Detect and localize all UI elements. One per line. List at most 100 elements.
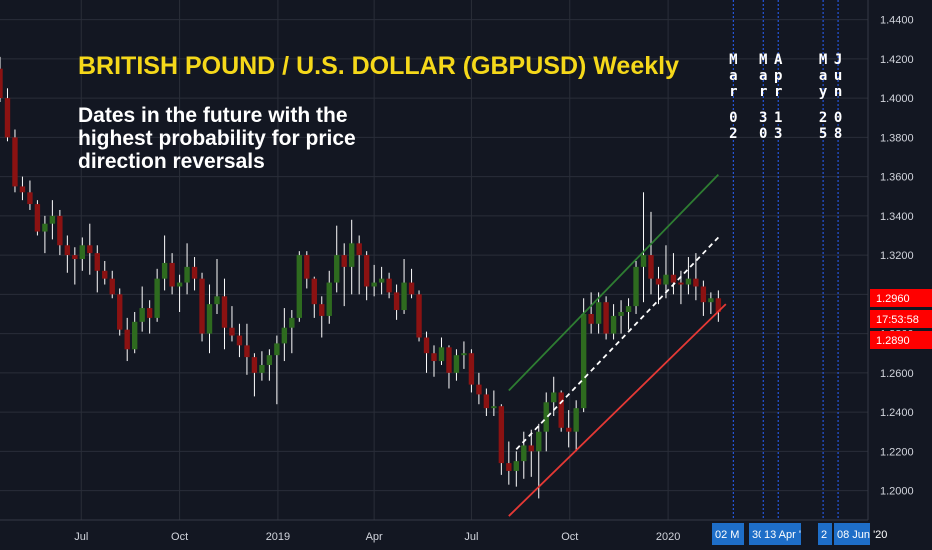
candle-body (87, 245, 93, 254)
reversal-date-label: Mar 30 (759, 52, 768, 142)
candle-bear (87, 223, 93, 275)
candle-body (438, 347, 445, 362)
candle-body (154, 278, 160, 318)
candle-body (34, 204, 41, 232)
chart-title: BRITISH POUND / U.S. DOLLAR (GBPUSD) Wee… (78, 52, 679, 80)
reversal-date-label: Mar 02 (729, 52, 738, 142)
candle-body (139, 308, 145, 322)
price-axis[interactable]: 1.20001.22001.24001.26001.28001.30001.32… (867, 0, 932, 550)
candle-body (131, 321, 138, 350)
reversal-date-label: May 25 (818, 52, 828, 142)
candle-body (199, 278, 205, 334)
time-tick-label: Apr (366, 531, 383, 543)
candle-bear (416, 290, 422, 342)
candle-body (221, 296, 228, 328)
flag-label: 13 Apr ' (764, 529, 801, 541)
candle-body (423, 337, 430, 354)
candle-body (573, 408, 579, 432)
price-tick-label: 1.3800 (880, 132, 914, 144)
price-tick-label: 1.2000 (880, 486, 914, 498)
candle-bull (685, 257, 692, 295)
candle-bull (461, 341, 467, 369)
candle-bull (378, 266, 385, 295)
trend-channel (508, 174, 727, 517)
candle-bear (363, 251, 370, 301)
candle-body (708, 298, 714, 303)
candle-bear (34, 200, 41, 236)
candle-body (678, 282, 684, 285)
candle-body (670, 274, 677, 283)
candle-body (184, 266, 190, 283)
candle-bull (42, 215, 48, 254)
candle-bull (176, 274, 183, 312)
candle-body (565, 427, 572, 432)
candle-bear (102, 260, 108, 285)
candle-bear (565, 410, 572, 448)
candle-body (4, 98, 11, 138)
candle-body (274, 343, 280, 356)
candle-bull (296, 251, 303, 322)
candle-body (49, 215, 56, 224)
reversal-date-flag: 13 Apr ' (761, 523, 801, 545)
candle-bear (146, 300, 153, 334)
candle-bull (214, 259, 220, 314)
reversal-date-flag: 08 Jun '20 (834, 523, 887, 545)
reversal-date-label: Apr 13 (773, 52, 783, 142)
candle-body (259, 364, 265, 373)
candle-bull (154, 268, 160, 322)
candle-bear (431, 345, 437, 377)
price-tick-label: 1.2600 (880, 368, 914, 380)
candle-body (416, 294, 422, 338)
candle-bear (655, 266, 662, 305)
candle-body (491, 406, 497, 409)
candle-body (408, 282, 415, 295)
flag-background (834, 523, 870, 545)
price-tick-label: 1.2400 (880, 407, 914, 419)
candle-bear (341, 243, 347, 307)
candle-bull (708, 292, 714, 314)
candle-body (251, 357, 258, 373)
price-flag-countdown: 17:53:58 (870, 310, 932, 328)
candle-body (431, 353, 437, 362)
candle-bear (109, 270, 115, 299)
candle-bull (274, 335, 280, 405)
candle-body (588, 313, 594, 324)
candle-body (236, 335, 243, 346)
candle-bear (678, 270, 684, 305)
candle-body (595, 302, 602, 324)
candle-body (176, 282, 183, 287)
candle-bear (693, 253, 699, 301)
candle-body (356, 243, 362, 256)
price-flag-background (870, 310, 932, 328)
candle-body (311, 278, 317, 305)
candle-bear (311, 276, 317, 318)
candle-body (386, 278, 392, 293)
candle-body (109, 278, 115, 295)
time-tick-label: Jul (74, 531, 88, 543)
chart-subtitle: Dates in the future with the highest pro… (78, 104, 356, 173)
candle-body (102, 270, 108, 279)
candle-bear (124, 317, 130, 362)
candle-bull (348, 219, 355, 295)
candle-body (453, 355, 460, 373)
candle-bull (334, 225, 340, 293)
candle-body (618, 312, 624, 316)
candle-bear (386, 272, 392, 299)
candle-bear (244, 323, 250, 375)
candle-bull (161, 235, 168, 291)
candle-bear (558, 390, 564, 432)
lower-channel-line (508, 303, 727, 517)
candle-body (685, 278, 692, 285)
candle-bull (289, 310, 295, 354)
candle-body (341, 255, 347, 267)
candle-bull (401, 259, 407, 314)
candle-body (326, 282, 332, 316)
candle-body (498, 406, 505, 464)
candle-body (94, 253, 100, 271)
candle-bull (625, 298, 632, 330)
candle-bull (371, 264, 377, 297)
candle-bear (57, 209, 63, 256)
candle-body (506, 463, 512, 471)
flag-label: 02 M (715, 529, 739, 541)
